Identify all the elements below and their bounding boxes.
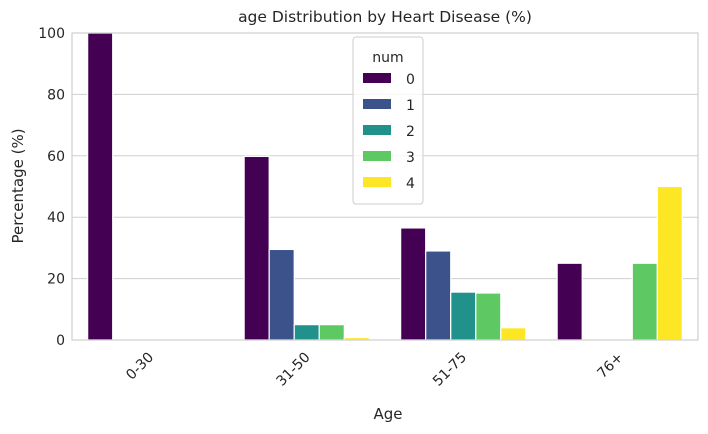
bar-series-0 [400,227,427,341]
y-axis-label: Percentage (%) [9,128,27,243]
x-tick-label: 0-30 [123,350,157,384]
bar-series-1 [268,248,295,341]
y-tick-label: 100 [38,26,65,42]
x-tick-label: 31-50 [273,350,313,390]
bar-series-0 [243,155,270,341]
legend-entry-label: 0 [406,72,415,88]
legend-entry-label: 1 [406,98,415,114]
legend-swatch [363,125,391,135]
y-tick-label: 80 [47,87,65,103]
y-tick-label: 40 [47,210,65,226]
legend-entry-label: 2 [406,124,415,140]
legend: num 0 1 2 3 4 [352,36,424,205]
legend-items: 0 1 2 3 4 [363,72,415,192]
bar-series-3 [631,262,658,341]
bar-series-0 [87,32,114,341]
x-axis-label: Age [373,405,402,423]
bar-series-0 [556,262,583,341]
y-tick-label: 20 [47,272,65,288]
legend-title: num [372,50,403,66]
bar-series-1 [425,250,452,341]
legend-entry-label: 3 [406,150,415,166]
legend-swatch [363,73,391,83]
bar-series-4 [656,185,683,341]
y-tick-label: 60 [47,149,65,165]
x-tick-label: 76+ [594,350,626,382]
chart-title: age Distribution by Heart Disease (%) [238,8,532,26]
bar-series-2 [450,291,477,341]
legend-entry-label: 4 [406,176,415,192]
bar-series-2 [293,324,320,341]
bar-series-4 [500,327,527,341]
y-tick-label: 0 [56,333,65,349]
legend-swatch [363,99,391,109]
y-tick-labels: 0 20 40 60 80 100 [38,26,65,349]
x-tick-labels: 0-30 31-50 51-75 76+ [123,350,626,390]
legend-swatch [363,151,391,161]
bars-layer [87,32,683,341]
plot-frame [71,32,699,341]
x-tick-label: 51-75 [430,350,470,390]
bar-series-3 [475,292,502,341]
legend-swatch [363,177,391,187]
bar-series-3 [318,324,345,341]
